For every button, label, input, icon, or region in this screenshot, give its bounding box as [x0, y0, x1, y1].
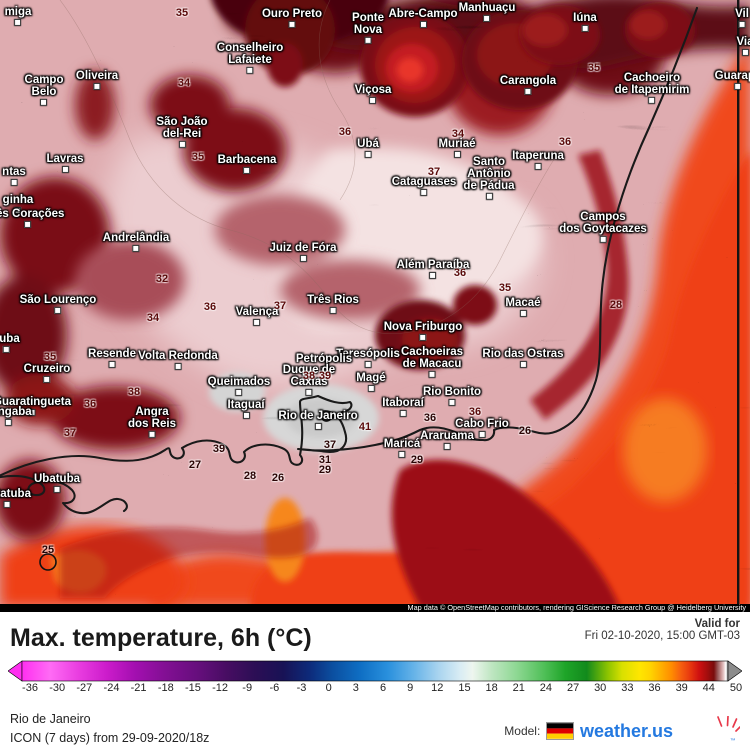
- svg-text:weather.us: weather.us: [580, 721, 673, 741]
- svg-text:™: ™: [730, 738, 736, 744]
